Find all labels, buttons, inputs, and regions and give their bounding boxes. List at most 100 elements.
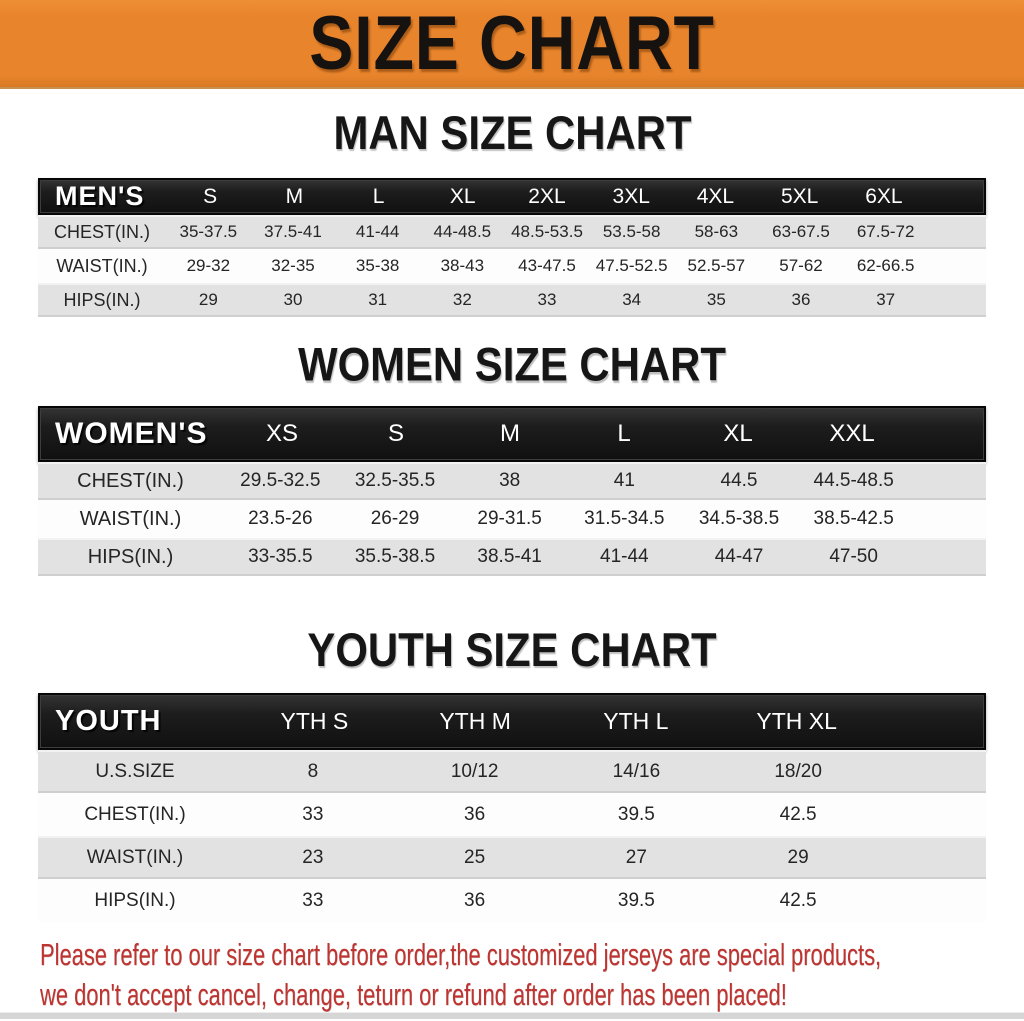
men-size-header-xl: XL	[449, 184, 476, 208]
men-hips-in-value-6xl: 37	[876, 290, 896, 309]
youth-chest-in-value-yth-l: 39.5	[617, 803, 655, 825]
men-row-label-hips-in: HIPS(IN.)	[63, 289, 141, 310]
youth-waist-in-value-yth-s: 23	[302, 846, 324, 868]
men-header-row: MEN'S S M L XL 2XL 3XL 4XL 5XL 6XL	[38, 178, 986, 215]
women-section-heading: WOMEN SIZE CHART	[0, 341, 1024, 388]
men-row-label-waist-in: WAIST(IN.)	[56, 255, 148, 276]
man-section-heading: MAN SIZE CHART	[0, 105, 1024, 160]
women-waist-in-value-xs: 23.5-26	[248, 508, 313, 529]
youth-u-s-size-value-yth-xl: 18/20	[774, 760, 822, 782]
disclaimer-line-2-text: we don't accept cancel, change, teturn o…	[40, 978, 787, 1013]
men-hips-in-value-xl: 32	[452, 290, 472, 309]
women-size-header-xl: XL	[723, 420, 753, 447]
women-chest-in-value-xl: 44.5	[720, 470, 758, 491]
women-size-header-l: L	[617, 420, 631, 447]
women-hips-in-value-l: 41-44	[600, 546, 649, 567]
men-hips-in-value-5xl: 36	[791, 290, 811, 309]
banner-title: SIZE CHART	[309, 0, 715, 86]
women-hips-in-value-xl: 44-47	[714, 546, 764, 567]
men-row-chest-in: CHEST(IN.) 35-37.5 37.5-41 41-44 44-48.5 48.5…	[38, 215, 986, 249]
men-size-header-s: S	[203, 184, 218, 208]
youth-size-header-yth-m: YTH M	[439, 708, 511, 734]
men-hips-in-value-2xl: 33	[537, 290, 557, 309]
women-waist-in-value-xl: 34.5-38.5	[698, 508, 780, 529]
women-chest-in-value-l: 41	[613, 470, 635, 491]
women-waist-in-value-xxl: 38.5-42.5	[813, 508, 894, 529]
men-waist-in-value-m: 32-35	[271, 256, 315, 275]
youth-row-label-waist-in: WAIST(IN.)	[86, 846, 184, 868]
men-chest-in-value-4xl: 58-63	[694, 222, 739, 241]
youth-size-table: YOUTH YTH S YTH M YTH L YTH XL U.S.SIZE 8 10/12…	[38, 693, 986, 922]
men-chest-in-value-l: 41-44	[355, 222, 400, 241]
men-chest-in-value-m: 37.5-41	[264, 222, 322, 241]
size-chart-banner: SIZE CHART	[0, 0, 1024, 89]
youth-table-title: YOUTH	[55, 705, 162, 737]
men-table-title: MEN'S	[55, 181, 145, 211]
women-size-header-m: M	[500, 420, 520, 447]
women-row-chest-in: CHEST(IN.) 29.5-32.5 32.5-35.5 38 41 44.5 44.5…	[38, 462, 986, 500]
youth-chest-in-value-yth-m: 36	[464, 803, 486, 825]
men-hips-in-value-l: 31	[368, 290, 388, 309]
men-hips-in-value-m: 30	[283, 290, 303, 309]
youth-u-s-size-value-yth-s: 8	[307, 760, 319, 782]
man-section-heading-text: MAN SIZE CHART	[332, 105, 692, 160]
men-chest-in-value-xl: 44-48.5	[433, 222, 492, 241]
youth-row-waist-in: WAIST(IN.) 23 25 27 29	[38, 836, 986, 879]
women-row-label-chest-in: CHEST(IN.)	[77, 469, 184, 492]
youth-row-label-chest-in: CHEST(IN.)	[84, 803, 186, 825]
youth-hips-in-value-yth-xl: 42.5	[779, 889, 817, 911]
women-hips-in-value-xs: 33-35.5	[248, 546, 313, 567]
women-hips-in-value-xxl: 47-50	[829, 546, 878, 567]
youth-waist-in-value-yth-m: 25	[464, 846, 486, 868]
men-row-waist-in: WAIST(IN.) 29-32 32-35 35-38 38-43 43-47.5 47.…	[38, 249, 986, 283]
women-row-label-waist-in: WAIST(IN.)	[79, 507, 182, 530]
youth-hips-in-value-yth-s: 33	[302, 889, 324, 911]
men-waist-in-value-6xl: 62-66.5	[856, 256, 915, 275]
women-waist-in-value-m: 29-31.5	[477, 508, 542, 529]
men-size-header-3xl: 3XL	[612, 184, 650, 208]
youth-row-hips-in: HIPS(IN.) 33 36 39.5 42.5	[38, 879, 986, 922]
disclaimer: Please refer to our size chart before or…	[40, 936, 1024, 1016]
youth-chest-in-value-yth-xl: 42.5	[779, 803, 817, 825]
youth-size-header-yth-l: YTH L	[603, 708, 669, 734]
men-size-header-6xl: 6XL	[865, 184, 903, 208]
women-table-title: WOMEN'S	[55, 417, 208, 450]
youth-waist-in-value-yth-xl: 29	[787, 846, 809, 868]
youth-size-header-yth-xl: YTH XL	[756, 708, 837, 734]
men-size-header-2xl: 2XL	[528, 184, 566, 208]
women-waist-in-value-s: 26-29	[370, 508, 420, 529]
women-hips-in-value-s: 35.5-38.5	[354, 546, 436, 567]
youth-hips-in-value-yth-l: 39.5	[617, 889, 655, 911]
women-chest-in-value-m: 38	[499, 470, 521, 491]
men-chest-in-value-3xl: 53.5-58	[602, 222, 661, 241]
youth-row-chest-in: CHEST(IN.) 33 36 39.5 42.5	[38, 793, 986, 836]
men-waist-in-value-2xl: 43-47.5	[518, 256, 576, 275]
women-size-header-xxl: XXL	[829, 420, 875, 447]
men-size-header-l: L	[372, 184, 385, 208]
men-size-header-5xl: 5XL	[780, 184, 819, 208]
men-waist-in-value-5xl: 57-62	[779, 256, 823, 275]
men-chest-in-value-6xl: 67.5-72	[856, 222, 915, 241]
youth-chest-in-value-yth-s: 33	[302, 803, 324, 825]
youth-size-header-yth-s: YTH S	[280, 708, 349, 734]
women-size-header-s: S	[387, 420, 404, 447]
women-waist-in-value-l: 31.5-34.5	[584, 508, 665, 529]
youth-header-row: YOUTH YTH S YTH M YTH L YTH XL	[38, 693, 986, 750]
women-size-header-xs: XS	[265, 420, 298, 447]
men-size-header-4xl: 4XL	[696, 184, 735, 208]
men-hips-in-value-4xl: 35	[706, 290, 726, 309]
men-waist-in-value-3xl: 47.5-52.5	[595, 256, 668, 275]
disclaimer-line-1: Please refer to our size chart before or…	[40, 936, 1024, 976]
youth-hips-in-value-yth-m: 36	[464, 889, 486, 911]
youth-waist-in-value-yth-l: 27	[625, 846, 647, 868]
men-chest-in-value-2xl: 48.5-53.5	[511, 222, 583, 241]
women-row-label-hips-in: HIPS(IN.)	[87, 545, 174, 568]
disclaimer-line-1-text: Please refer to our size chart before or…	[40, 938, 882, 973]
women-row-waist-in: WAIST(IN.) 23.5-26 26-29 29-31.5 31.5-34.5 34…	[38, 500, 986, 538]
men-waist-in-value-s: 29-32	[186, 256, 231, 275]
youth-row-u-s-size: U.S.SIZE 8 10/12 14/16 18/20	[38, 750, 986, 793]
women-hips-in-value-m: 38.5-41	[477, 546, 542, 567]
men-waist-in-value-4xl: 52.5-57	[687, 256, 746, 275]
youth-u-s-size-value-yth-m: 10/12	[450, 760, 499, 782]
women-chest-in-value-xs: 29.5-32.5	[240, 470, 321, 491]
